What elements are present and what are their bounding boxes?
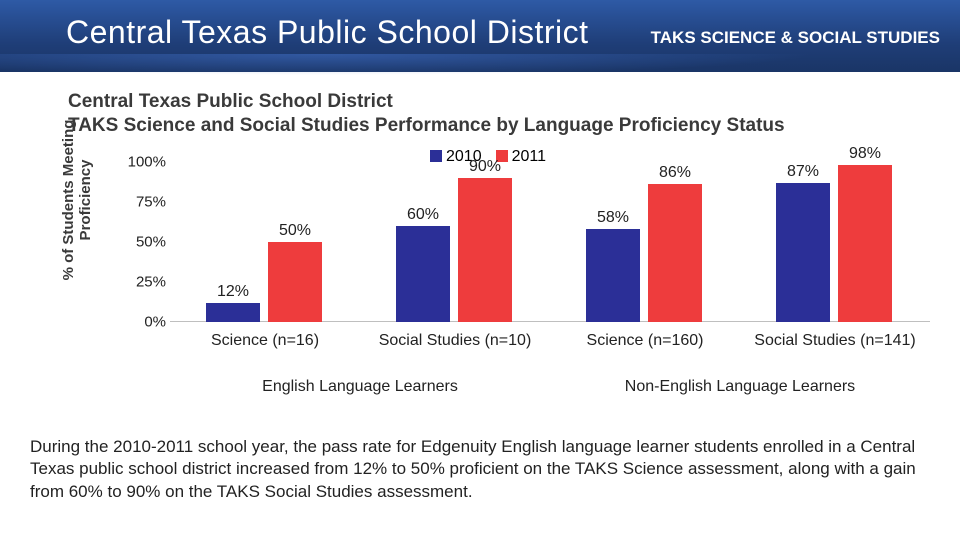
bar-value-2011: 86%: [648, 164, 702, 182]
bar-2010: [586, 229, 640, 322]
slide: Central Texas Public School District TAK…: [0, 0, 960, 540]
bar-2010: [396, 226, 450, 322]
bar-value-2011: 50%: [268, 222, 322, 240]
page-title: Central Texas Public School District: [66, 14, 589, 51]
ytick-100: 100%: [112, 154, 166, 171]
category-label-0: Science (n=16): [170, 332, 360, 350]
bar-value-2010: 60%: [396, 206, 450, 224]
chart-title-line2: TAKS Science and Social Studies Performa…: [68, 114, 785, 138]
bar-value-2010: 58%: [586, 209, 640, 227]
chart-title: Central Texas Public School District TAK…: [68, 90, 785, 138]
bar-group-3: 87%98%: [740, 162, 930, 322]
bar-group-0: 12% 50%: [170, 162, 360, 322]
banner-swoosh: [0, 54, 960, 76]
legend-swatch-2010: [430, 150, 442, 162]
bar-value-2010: 12%: [206, 283, 260, 301]
super-category-label-0: English Language Learners: [170, 378, 550, 396]
category-label-3: Social Studies (n=141): [740, 332, 930, 350]
bar-2011: [838, 165, 892, 322]
bar-group-1: 60%90%: [360, 162, 550, 322]
category-label-2: Science (n=160): [550, 332, 740, 350]
ytick-50: 50%: [112, 234, 166, 251]
ytick-25: 25%: [112, 274, 166, 291]
bar-2011: [648, 184, 702, 322]
bar-value-2011: 98%: [838, 145, 892, 163]
ytick-75: 75%: [112, 194, 166, 211]
bar-value-2010: 87%: [776, 163, 830, 181]
bar-group-2: 58% 86%: [550, 162, 740, 322]
super-category-label-1: Non-English Language Learners: [550, 378, 930, 396]
bar-value-2011: 90%: [458, 158, 512, 176]
category-label-1: Social Studies (n=10): [360, 332, 550, 350]
chart-title-line1: Central Texas Public School District: [68, 90, 785, 114]
body-paragraph: During the 2010-2011 school year, the pa…: [30, 436, 930, 503]
bar-2010: [776, 183, 830, 322]
bar-2010: [206, 303, 260, 322]
ytick-0: 0%: [112, 314, 166, 331]
chart: 2010 2011 0% 25% 50% 75% 100% 12%50% 60%…: [110, 148, 930, 388]
bar-2011: [458, 178, 512, 322]
bar-2011: [268, 242, 322, 322]
plot-area: 0% 25% 50% 75% 100% 12%50% 60%90% 58%86%…: [170, 162, 930, 322]
header-banner: Central Texas Public School District TAK…: [0, 0, 960, 72]
page-subtitle: TAKS SCIENCE & SOCIAL STUDIES: [651, 28, 940, 48]
y-axis-label: % of Students Meeting Proficiency: [60, 100, 94, 300]
